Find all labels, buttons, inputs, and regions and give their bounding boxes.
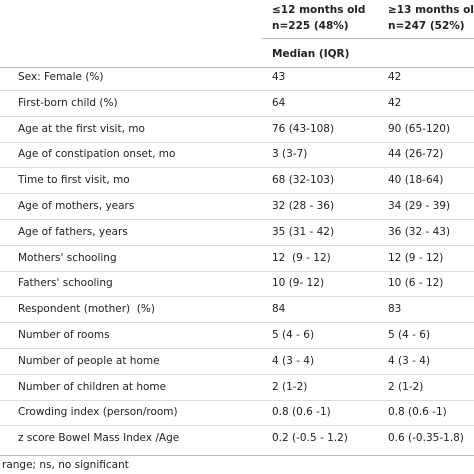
cell-value: 44 (26-72) [388, 148, 444, 161]
cell-value: 34 (29 - 39) [388, 200, 451, 212]
cell-value: 2 (1-2) [272, 380, 308, 393]
cell-value: 0.6 (-0.35-1.8) [388, 432, 464, 445]
cell-value: 4 (3 - 4) [272, 354, 315, 367]
cell-value: 40 (18-64) [388, 174, 444, 187]
row-label: Time to first visit, mo [18, 174, 130, 187]
row-label: Number of people at home [18, 354, 160, 367]
row-rule [0, 296, 474, 298]
cell-value: 3 (3-7) [272, 148, 308, 161]
row-label: Mothers' schooling [18, 251, 117, 264]
cell-value: 83 [388, 303, 402, 316]
cell-value: 32 (28 - 36) [272, 200, 335, 212]
row-rule [0, 90, 474, 91]
cell-value: 35 (31 - 42) [272, 225, 335, 238]
row-rule [0, 219, 474, 220]
row-rule [0, 270, 474, 272]
cell-value: 10 (9- 12) [272, 277, 325, 290]
row-label: Age of constipation onset, mo [18, 148, 176, 161]
row-rule [0, 115, 474, 117]
column-n: n=225 (48%) [272, 20, 349, 32]
row-label: Number of rooms [18, 329, 110, 341]
cell-value: 0.2 (-0.5 - 1.2) [272, 432, 348, 445]
row-label: Sex: Female (%) [18, 71, 104, 83]
subheader: Median (IQR) [272, 48, 350, 60]
row-rule [0, 193, 474, 195]
row-label: Number of children at home [18, 380, 167, 393]
row-rule [0, 322, 474, 324]
cell-value: 0.8 (0.6 -1) [272, 406, 331, 419]
row-label: First-born child (%) [18, 96, 118, 109]
row-label: Respondent (mother) (%) [18, 303, 155, 316]
cell-value: 42 [388, 96, 402, 109]
row-label: Age at the first visit, mo [18, 122, 145, 135]
row-rule [0, 399, 474, 401]
cell-value: 4 (3 - 4) [388, 354, 431, 367]
cell-value: 5 (4 - 6) [388, 329, 431, 341]
row-rule [0, 425, 474, 427]
cell-value: 12 (9 - 12) [272, 251, 331, 264]
cell-value: 12 (9 - 12) [388, 251, 444, 264]
cell-value: 10 (6 - 12) [388, 277, 444, 290]
row-rule [0, 141, 474, 143]
row-rule [0, 373, 474, 375]
cell-value: 5 (4 - 6) [272, 329, 315, 341]
row-rule [0, 348, 474, 349]
cell-value: 36 (32 - 43) [388, 225, 451, 238]
column-title: ≥13 months ol [388, 4, 474, 16]
cell-value: 42 [388, 71, 402, 83]
column-title: ≤12 months old [272, 4, 366, 16]
row-label: Age of mothers, years [18, 200, 135, 212]
cell-value: 2 (1-2) [388, 380, 424, 393]
cell-value: 0.8 (0.6 -1) [388, 406, 447, 419]
row-label: Fathers' schooling [18, 277, 113, 290]
row-label: Crowding index (person/room) [18, 406, 178, 419]
row-label: Age of fathers, years [18, 225, 128, 238]
header-rule [262, 38, 474, 39]
cell-value: 90 (65-120) [388, 122, 451, 135]
cell-value: 84 [272, 303, 286, 316]
cell-value: 68 (32-103) [272, 174, 335, 187]
cell-value: 76 (43-108) [272, 122, 335, 135]
column-n: n=247 (52%) [388, 20, 465, 32]
cell-value: 64 [272, 96, 286, 109]
row-rule [0, 244, 474, 246]
row-label: z score Bowel Mass Index /Age [18, 432, 180, 445]
header-rule [0, 67, 474, 68]
footnote: range; ns, no significant [2, 459, 129, 471]
cell-value: 43 [272, 71, 286, 83]
row-rule [0, 167, 474, 169]
bottom-rule [0, 455, 474, 456]
